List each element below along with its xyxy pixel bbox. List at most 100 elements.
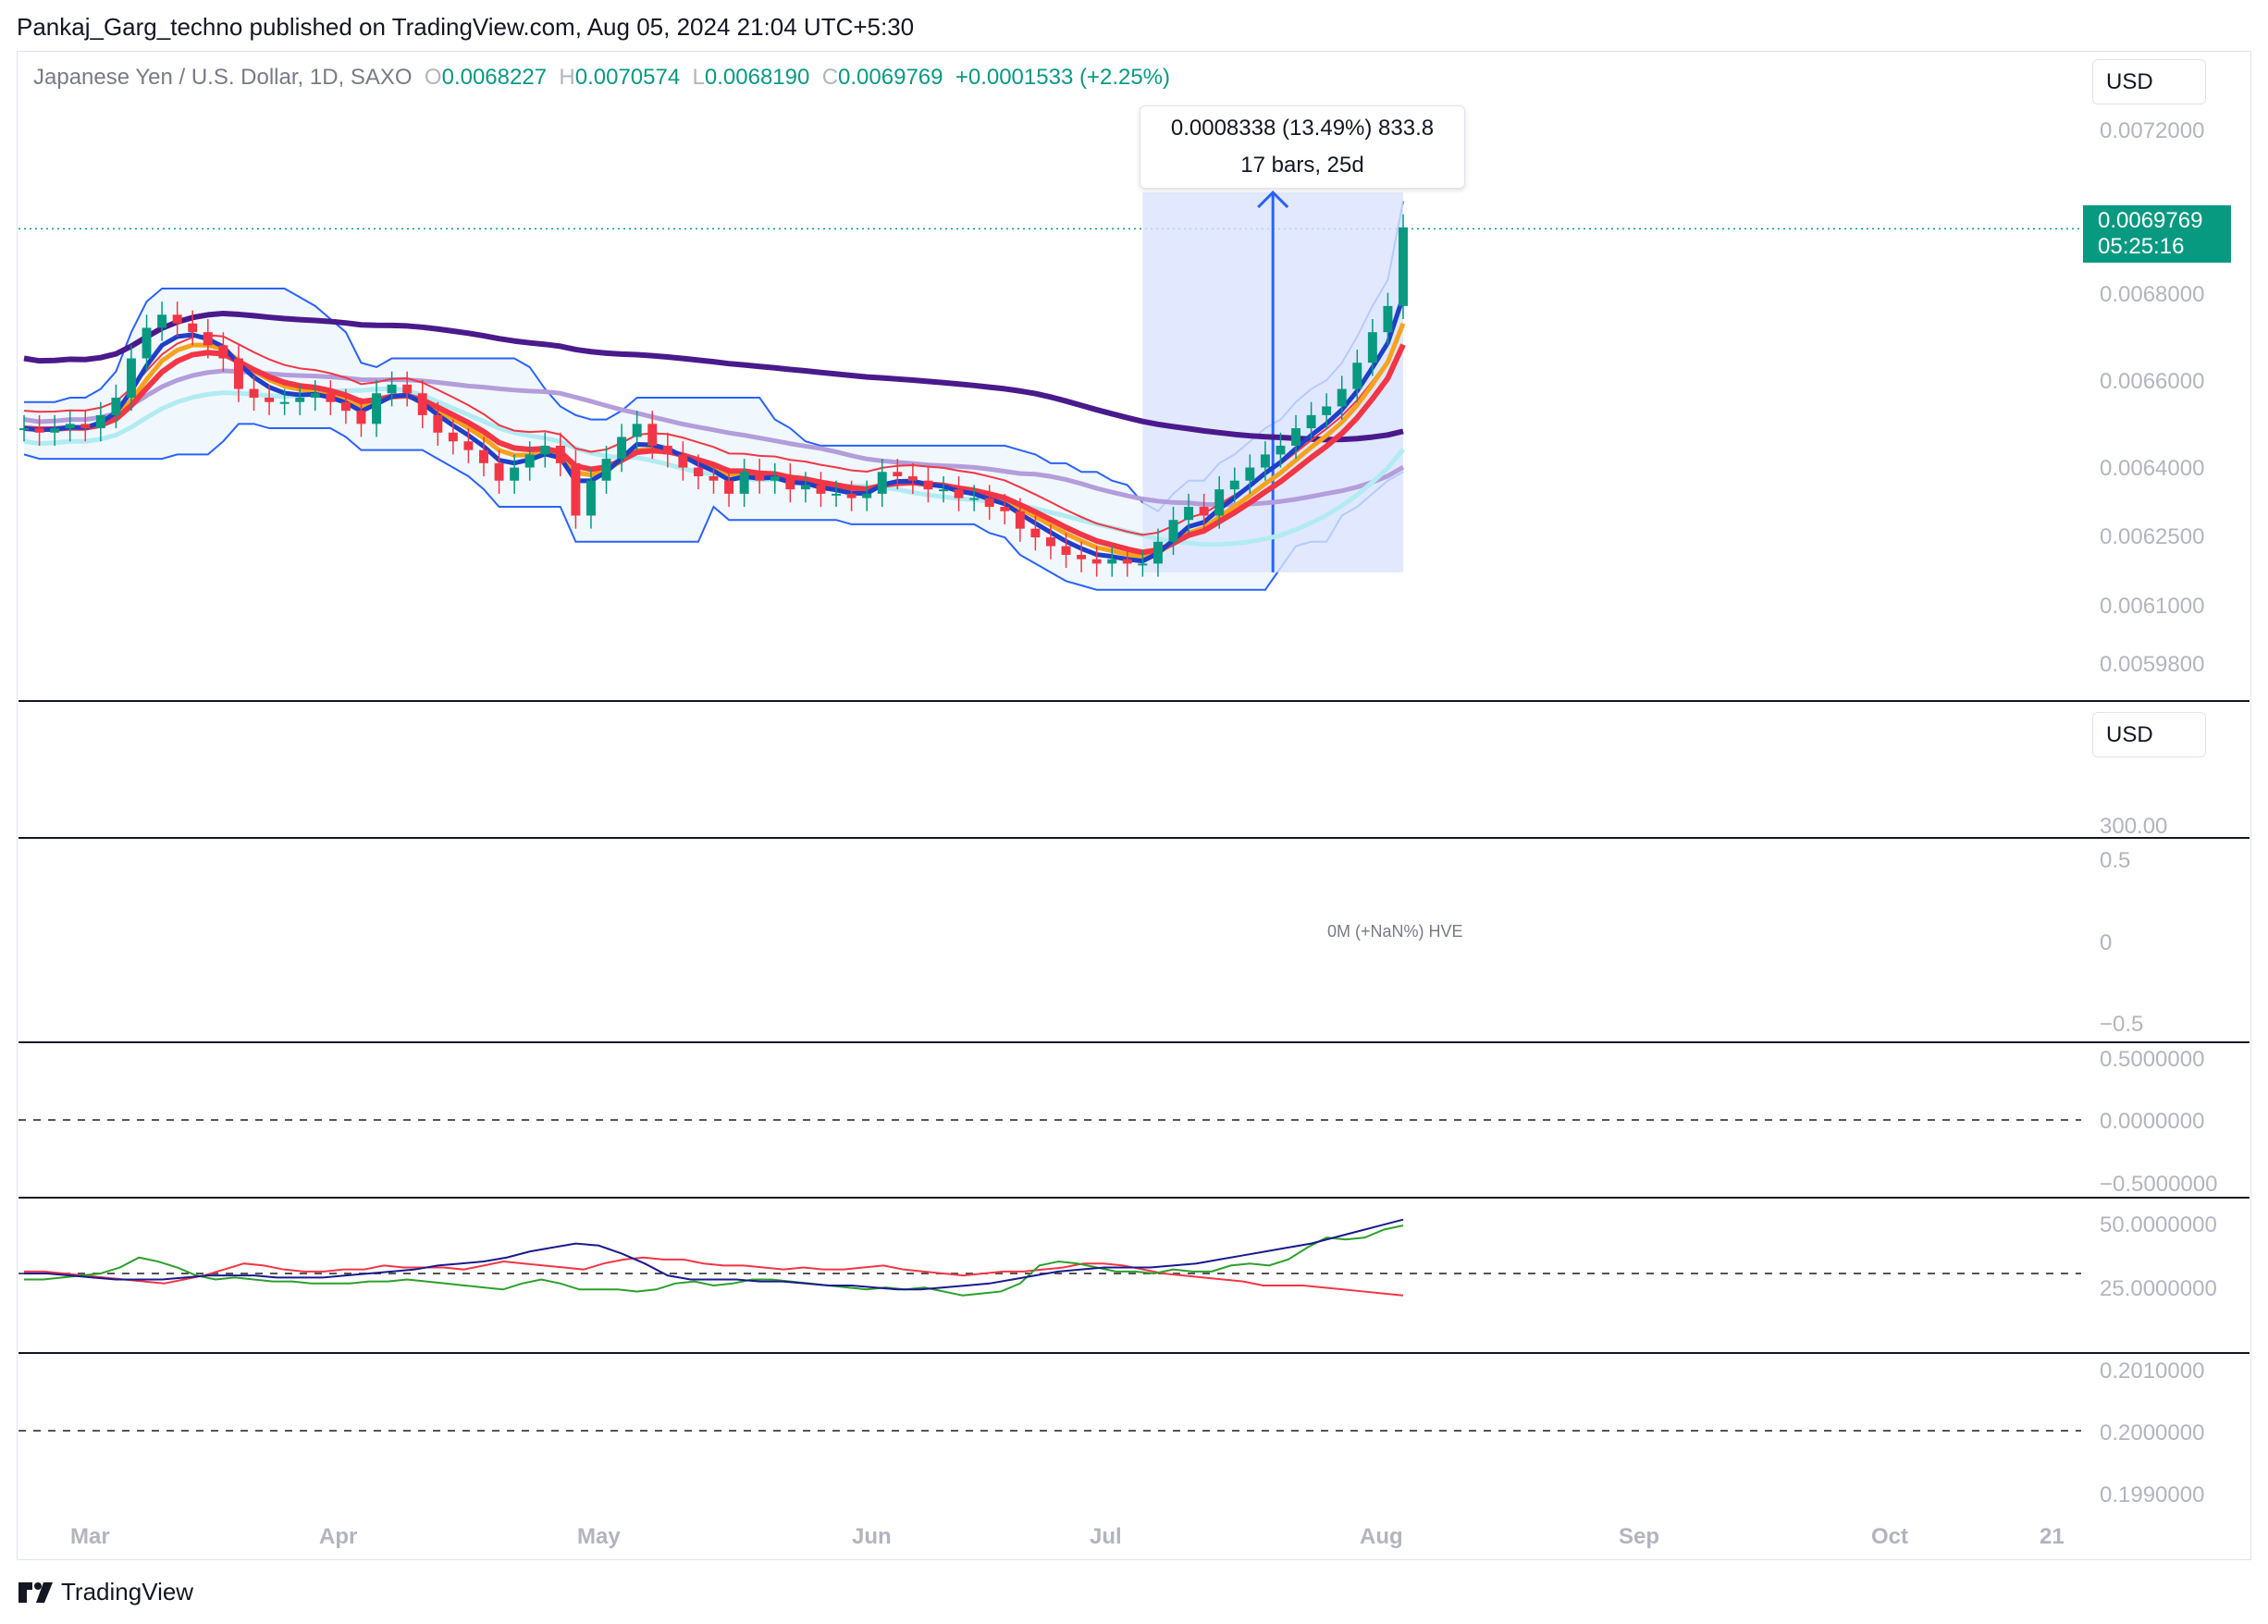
candle-body [1199, 507, 1209, 516]
candle-body [1030, 528, 1041, 538]
hve-legend: 0M (+NaN%) HVE [1327, 922, 1463, 941]
bottom-pane-tick: 0.1990000 [2100, 1483, 2205, 1507]
volume-tick: 300.00 [2100, 814, 2168, 839]
candle-body [1229, 480, 1239, 490]
candle-body [693, 467, 703, 476]
candle-body [1091, 559, 1102, 564]
dmi-tick: 50.0000000 [2100, 1212, 2217, 1237]
candle-body [923, 480, 933, 490]
candle-body [647, 424, 658, 446]
candle-body [585, 480, 596, 516]
time-tick: 21 [2040, 1524, 2065, 1549]
candle-body [709, 475, 719, 481]
candle-body [846, 493, 857, 498]
measure-bars: 17 bars, 25d [1240, 153, 1364, 178]
candle-body [1152, 541, 1163, 564]
candle-body [770, 475, 780, 481]
candle-body [80, 424, 91, 429]
last-price-value: 0.0069769 [2098, 208, 2203, 233]
candle-body [494, 462, 504, 481]
candle-body [111, 398, 121, 415]
candle-body [1399, 227, 1408, 306]
hve-tick: −0.5 [2100, 1012, 2144, 1037]
candle-body [387, 384, 397, 394]
candle-body [1352, 363, 1362, 389]
price-tick: 0.0064000 [2100, 456, 2205, 481]
candle-body [463, 441, 474, 450]
candle-body [678, 454, 688, 468]
time-tick: Aug [1360, 1524, 1403, 1549]
time-tick: Mar [70, 1524, 110, 1549]
candle-body [816, 485, 826, 494]
candle-body [617, 437, 627, 460]
candle-body [893, 472, 903, 476]
candle-body [510, 467, 520, 481]
candle-body [1306, 414, 1316, 429]
candle-body [95, 414, 105, 429]
candle-body [249, 388, 259, 398]
candle-body [19, 428, 29, 431]
candle-body [1337, 388, 1347, 407]
price-tick: 0.0072000 [2100, 118, 2205, 143]
time-tick: Oct [1871, 1524, 1909, 1549]
candle-body [356, 411, 366, 424]
candle-body [1107, 559, 1117, 564]
candle-body [724, 480, 734, 494]
candle-body [907, 475, 918, 481]
tradingview-brand-text: TradingView [61, 1578, 194, 1606]
low-label: L [692, 65, 705, 90]
candle-body [1184, 507, 1194, 521]
candle-body [832, 493, 842, 496]
measure-change: 0.0008338 (13.49%) 833.8 [1170, 116, 1435, 141]
candle-body [1168, 520, 1178, 542]
candle-body [524, 454, 535, 468]
candle-body [402, 384, 413, 394]
osc-tick: −0.5000000 [2100, 1172, 2218, 1197]
chart-frame [17, 51, 2251, 1560]
candle-body [571, 462, 581, 516]
candle-body [862, 493, 872, 498]
tradingview-logo-icon [18, 1581, 53, 1603]
candle-body [65, 424, 75, 429]
candle-body [142, 327, 152, 359]
candle-body [601, 459, 611, 481]
price-tick: 0.0059800 [2100, 652, 2205, 677]
dmi-plus-line [24, 1224, 1404, 1297]
candle-body [1077, 554, 1087, 560]
candle-body [188, 323, 198, 333]
candle-body [1000, 507, 1010, 511]
osc-tick: 0.5000000 [2100, 1047, 2205, 1072]
candle-body [632, 424, 642, 437]
hve-tick: 0 [2100, 930, 2113, 955]
bar-countdown: 05:25:16 [2098, 234, 2185, 259]
tradingview-logo[interactable]: TradingView [18, 1578, 193, 1606]
close-value: 0.0069769 [838, 65, 943, 90]
candle-body [954, 489, 964, 498]
low-value: 0.0068190 [704, 65, 810, 90]
last-price-tag: 0.0069769 05:25:16 [2083, 205, 2231, 263]
candle-body [1045, 537, 1055, 547]
candle-body [1322, 406, 1332, 415]
candle-body [417, 393, 427, 415]
measure-arrowhead [1257, 190, 1289, 209]
time-tick: Jun [852, 1524, 892, 1549]
ohlc-legend: Japanese Yen / U.S. Dollar, 1D, SAXO O0.… [33, 65, 1170, 91]
publisher-line: Pankaj_Garg_techno published on TradingV… [17, 13, 915, 41]
time-tick: Sep [1619, 1524, 1660, 1549]
candle-body [1260, 454, 1270, 468]
candle-body [540, 445, 550, 455]
candle-body [1015, 511, 1025, 529]
candle-body [1367, 332, 1377, 363]
measure-tooltip: 0.0008338 (13.49%) 833.8 17 bars, 25d [1140, 105, 1465, 189]
adx-line [24, 1218, 1404, 1291]
candle-body [126, 358, 136, 398]
candle-body [662, 445, 672, 455]
currency-selector-volume[interactable]: USD [2092, 712, 2206, 757]
open-value: 0.0068227 [441, 65, 548, 90]
candle-body [310, 393, 320, 398]
dmi-tick: 25.0000000 [2100, 1276, 2217, 1301]
candle-body [50, 428, 60, 433]
currency-selector[interactable]: USD [2092, 59, 2206, 105]
candle-body [939, 489, 948, 492]
